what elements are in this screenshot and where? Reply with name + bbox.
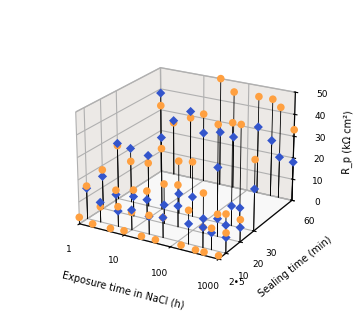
- X-axis label: Exposure time in NaCl (h): Exposure time in NaCl (h): [61, 270, 185, 311]
- Y-axis label: Sealing time (min): Sealing time (min): [257, 235, 334, 300]
